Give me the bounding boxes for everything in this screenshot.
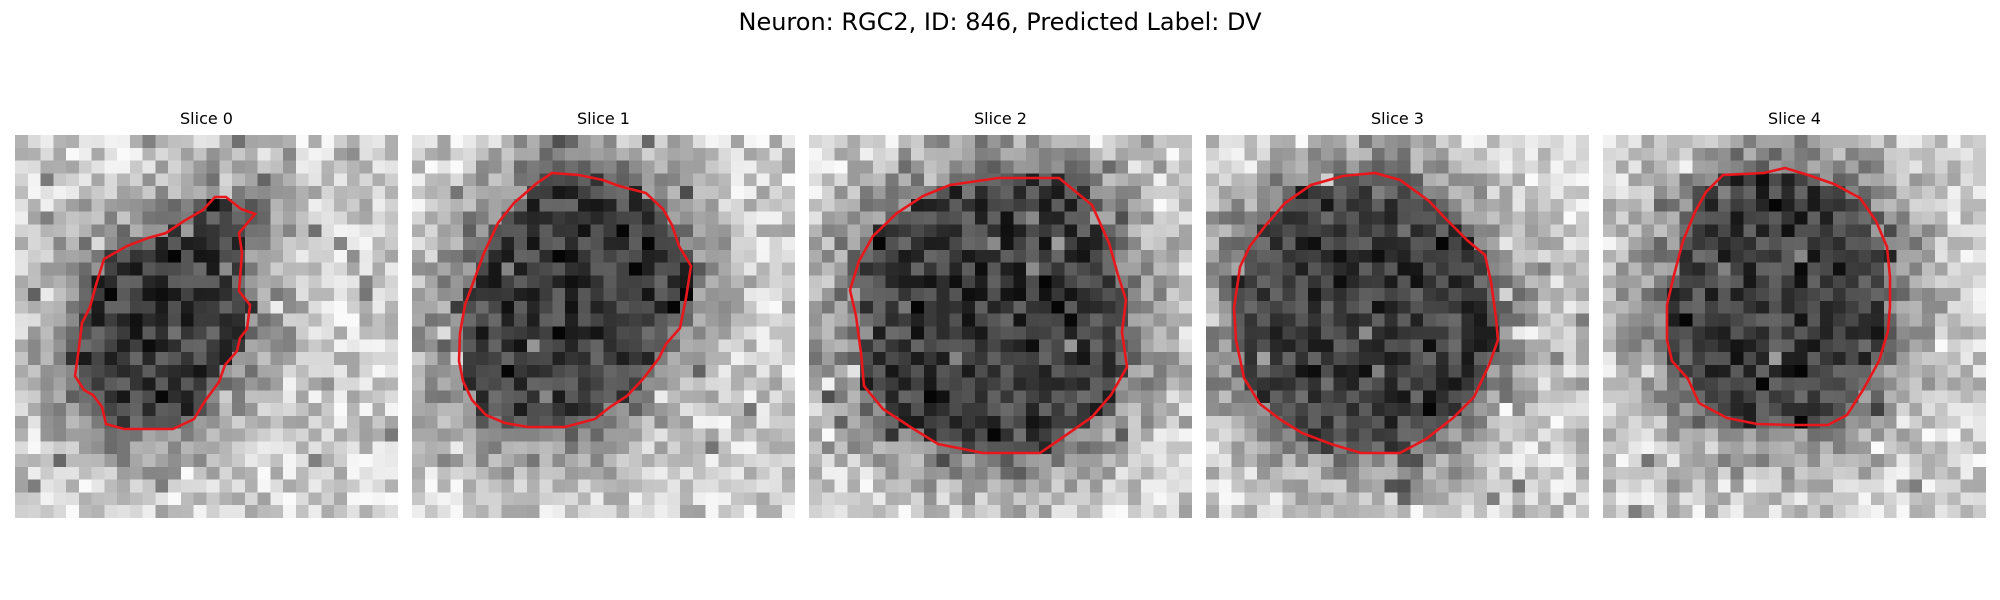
slice-image xyxy=(15,135,398,518)
cell-contour xyxy=(459,173,691,427)
cell-outline xyxy=(1603,135,1986,518)
slice-image xyxy=(412,135,795,518)
cell-contour xyxy=(850,178,1127,453)
slice-image xyxy=(1603,135,1986,518)
slice-title: Slice 3 xyxy=(1371,109,1424,128)
slice-title: Slice 1 xyxy=(577,109,630,128)
cell-contour xyxy=(75,197,255,429)
cell-outline xyxy=(809,135,1192,518)
figure-title: Neuron: RGC2, ID: 846, Predicted Label: … xyxy=(738,8,1262,36)
cell-contour xyxy=(1234,173,1498,453)
cell-outline xyxy=(1206,135,1589,518)
cell-outline xyxy=(15,135,398,518)
grayscale-micrograph xyxy=(15,135,398,518)
cell-contour xyxy=(1667,168,1890,425)
slice-image xyxy=(809,135,1192,518)
cell-outline xyxy=(412,135,795,518)
slice-title: Slice 0 xyxy=(180,109,233,128)
slice-panel-2: Slice 2 xyxy=(809,109,1192,518)
slice-image xyxy=(1206,135,1589,518)
slice-panel-4: Slice 4 xyxy=(1603,109,1986,518)
grayscale-micrograph xyxy=(412,135,795,518)
slice-title: Slice 4 xyxy=(1768,109,1821,128)
slice-panel-0: Slice 0 xyxy=(15,109,398,518)
slice-title: Slice 2 xyxy=(974,109,1027,128)
slice-panel-1: Slice 1 xyxy=(412,109,795,518)
slice-panel-3: Slice 3 xyxy=(1206,109,1589,518)
